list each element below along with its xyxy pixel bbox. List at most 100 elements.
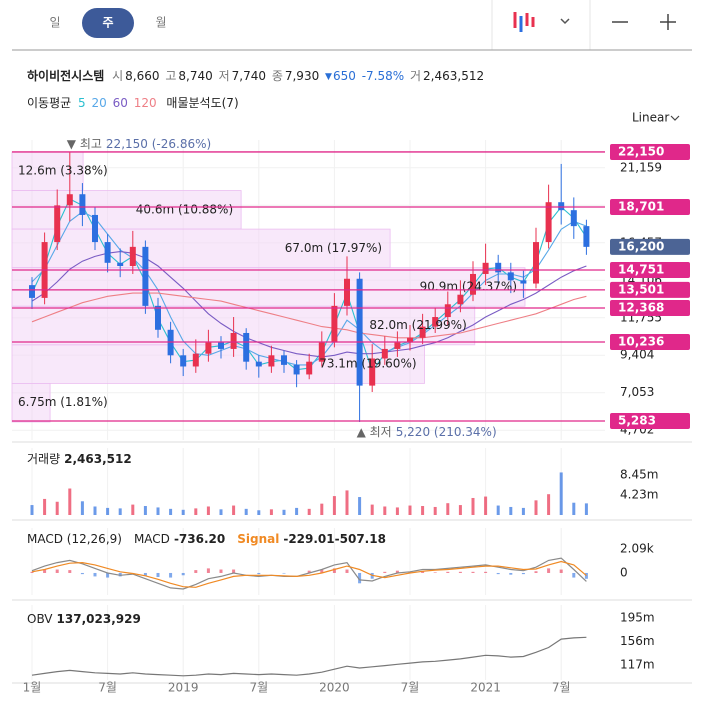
macd-histogram-bar — [471, 571, 475, 573]
legend-entry[interactable]: 20 — [91, 96, 106, 110]
legend-entry[interactable]: 120 — [134, 96, 157, 110]
x-tick-label: 7월 — [552, 681, 571, 695]
legend-entry[interactable]: 5 — [78, 96, 86, 110]
macd-histogram-bar — [194, 570, 198, 573]
candle-body — [104, 242, 111, 263]
profile-label: 매물분석도(7) — [166, 96, 238, 110]
macd-histogram-bar — [143, 572, 147, 576]
level-box — [610, 261, 690, 278]
obv-line — [31, 636, 587, 677]
macd-histogram-bar — [80, 572, 84, 575]
y-tick-label: 7,053 — [620, 385, 654, 399]
volume-bar — [509, 506, 513, 515]
volume-bar — [559, 472, 563, 515]
candle-body — [507, 272, 514, 281]
volume-bar — [521, 507, 525, 515]
macd-histogram-bar — [332, 568, 336, 573]
scale-chevron[interactable] — [670, 115, 680, 121]
dropdown-chevron[interactable] — [560, 18, 570, 25]
volume-bar — [269, 509, 273, 515]
candle-body — [205, 342, 212, 354]
field-value: 7,930 — [285, 69, 319, 83]
y-tick-label: 2.09k — [620, 541, 654, 555]
macd-histogram-bar — [257, 572, 261, 575]
macd-histogram-bar — [584, 572, 588, 579]
candle-body — [407, 337, 413, 343]
volume-bar — [395, 507, 399, 515]
x-tick-label: 7월 — [98, 681, 117, 695]
volume-bar — [358, 497, 362, 515]
volume-bar — [156, 507, 160, 515]
tab[interactable]: 주 — [102, 16, 113, 30]
volume-bar — [80, 501, 84, 515]
macd-histogram-bar — [395, 570, 399, 573]
legend-entry: Signal — [237, 532, 279, 546]
panel-title-name: OBV — [27, 612, 53, 626]
candle-body — [344, 278, 350, 306]
candle-body — [117, 262, 124, 266]
macd-histogram-bar — [206, 568, 210, 573]
candle-body — [268, 355, 275, 367]
level-label: 10,236 — [618, 334, 664, 348]
tab[interactable]: 월 — [155, 16, 166, 30]
chart-type-icon[interactable] — [513, 12, 535, 32]
macd-histogram-bar — [232, 569, 236, 573]
x-tick-label: 2020 — [319, 681, 350, 695]
stock-info: 하이비전시스템 시 8,660 고 8,740 저 7,740 종 7,930 ▼650… — [27, 68, 484, 83]
tab[interactable]: 일 — [49, 16, 60, 30]
volume-bar — [244, 508, 248, 515]
selected-tab-bg[interactable] — [82, 8, 134, 38]
ma-line — [31, 292, 587, 339]
volume-bar — [421, 506, 425, 515]
profile-label: 6.75m (1.81%) — [18, 395, 108, 409]
level-label: 18,701 — [618, 199, 664, 213]
level-box — [610, 333, 690, 350]
current-price-box — [610, 238, 690, 255]
y-tick-label: 8.45m — [620, 468, 658, 482]
candle-body — [331, 305, 338, 343]
volume-bar — [345, 490, 349, 515]
scale-mode[interactable]: Linear — [632, 111, 669, 125]
candle-body — [29, 285, 35, 298]
volume-bar — [169, 508, 173, 515]
profile-band — [11, 151, 84, 191]
legend-entry[interactable]: 60 — [113, 96, 128, 110]
ma-label: 이동평균 — [27, 96, 71, 110]
profile-band — [11, 228, 391, 269]
y-tick-label: 117m — [620, 657, 655, 671]
profile-label: 12.6m (3.38%) — [18, 164, 108, 178]
macd-histogram-bar — [484, 571, 488, 573]
candle-body — [281, 355, 287, 365]
candle-body — [230, 332, 237, 349]
level-label: 14,751 — [618, 262, 664, 276]
macd-histogram-bar — [358, 572, 362, 584]
x-tick-label: 2021 — [470, 681, 501, 695]
x-tick-label: 2019 — [168, 681, 199, 695]
y-tick-label: 9,404 — [620, 348, 654, 362]
volume-bar — [206, 506, 210, 515]
candle-body — [255, 361, 262, 367]
annotation-value: 5,220 (210.34%) — [396, 424, 497, 438]
profile-band — [11, 190, 242, 230]
volume-bar — [408, 505, 412, 515]
volume-bar — [257, 510, 261, 515]
current-price-label: 16,200 — [618, 239, 664, 253]
volume-bar — [496, 505, 500, 515]
field-key: 고 — [165, 69, 176, 83]
volume-bar — [55, 501, 59, 515]
x-tick-label: 1월 — [23, 681, 42, 695]
macd-histogram-bar — [509, 572, 513, 575]
volume-bar — [383, 506, 387, 515]
profile-label: 90.9m (24.37%) — [420, 279, 517, 293]
volume-bar — [433, 506, 437, 515]
profile-label: 82.0m (21.99%) — [369, 318, 466, 332]
x-tick-label: 7월 — [249, 681, 268, 695]
macd-histogram-bar — [282, 572, 286, 574]
volume-bar — [547, 494, 551, 515]
legend-entry: MACD — [134, 532, 170, 546]
volume-bar — [118, 508, 122, 515]
candle-body — [432, 317, 439, 327]
zoom-in[interactable] — [660, 14, 676, 30]
volume-bar — [446, 503, 450, 515]
y-tick-label: 21,159 — [620, 160, 662, 174]
